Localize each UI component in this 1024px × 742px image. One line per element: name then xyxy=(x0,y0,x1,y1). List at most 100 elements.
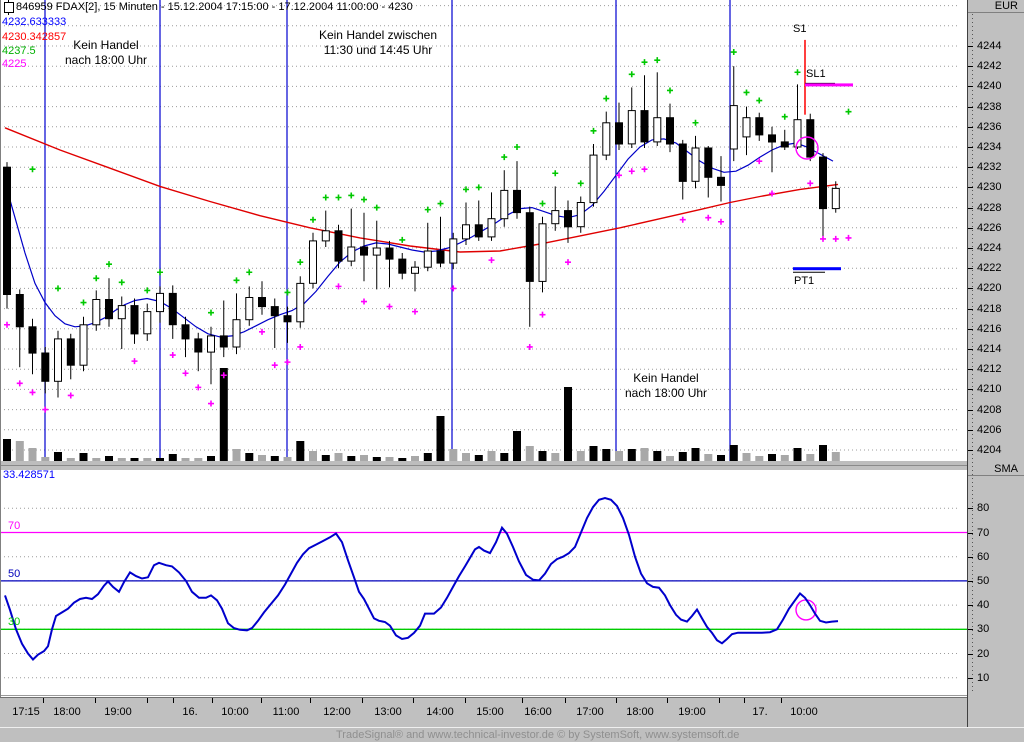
indicator-value-label-1: 4230.342857 xyxy=(2,31,67,43)
candle xyxy=(156,286,164,323)
signal-marker xyxy=(233,277,240,284)
volume-bar xyxy=(487,451,496,461)
no-trade-annotation-0: Kein Handel nach 18:00 Uhr xyxy=(65,38,147,68)
signal-marker xyxy=(718,218,724,225)
signal-marker xyxy=(335,283,342,290)
signal-marker xyxy=(373,204,380,211)
signal-marker xyxy=(118,279,125,286)
volume-bar xyxy=(462,453,470,461)
candle xyxy=(411,261,419,292)
osc-tick-mark xyxy=(968,533,973,534)
price-tick-mark xyxy=(968,208,973,209)
candle xyxy=(564,200,572,243)
time-axis-label: 16. xyxy=(182,706,198,718)
volume-bar xyxy=(130,458,139,461)
osc-tick-label: 30 xyxy=(977,623,990,635)
candle xyxy=(793,84,802,149)
candle xyxy=(423,222,432,272)
signal-marker xyxy=(16,380,23,387)
price-tick-label: 4216 xyxy=(977,323,1002,335)
volume-bar xyxy=(423,453,432,461)
candle xyxy=(576,196,585,233)
volume-bar xyxy=(181,458,190,461)
chart-pin-icon xyxy=(4,0,14,15)
price-tick-mark xyxy=(968,127,973,128)
volume-bar xyxy=(143,458,152,461)
price-tick-mark xyxy=(968,288,973,289)
price-tick-label: 4228 xyxy=(977,202,1002,214)
price-tick-label: 4208 xyxy=(977,404,1002,416)
price-tick-label: 4232 xyxy=(977,161,1002,173)
price-tick-mark xyxy=(968,46,973,47)
signal-marker xyxy=(552,170,559,177)
volume-bar xyxy=(411,456,419,461)
volume-bar xyxy=(385,457,394,461)
signal-marker xyxy=(756,97,763,104)
oscillator-axis-label: SMA xyxy=(968,463,1024,476)
volume-bar xyxy=(207,456,215,461)
price-tick-label: 4234 xyxy=(977,141,1002,153)
signal-marker xyxy=(845,108,852,115)
signal-marker xyxy=(794,69,801,76)
signal-marker xyxy=(361,196,367,203)
time-axis-label: 14:00 xyxy=(426,706,454,718)
time-axis-label: 16:00 xyxy=(524,706,552,718)
volume-bar xyxy=(525,446,534,461)
candle xyxy=(283,306,292,343)
price-tick-mark xyxy=(968,66,973,67)
volume-bar xyxy=(704,454,713,461)
signal-marker xyxy=(182,370,189,377)
price-tick-label: 4242 xyxy=(977,60,1002,72)
candle xyxy=(372,220,381,290)
candle xyxy=(385,240,394,288)
time-axis-label: 17. xyxy=(752,706,768,718)
volume-bar xyxy=(538,451,547,461)
indicator-value-label-2: 4237.5 xyxy=(2,45,36,57)
signal-marker xyxy=(488,257,495,264)
time-axis-label: 17:00 xyxy=(576,706,604,718)
volume-bar xyxy=(54,452,62,461)
chart-canvas[interactable] xyxy=(0,0,967,727)
price-tick-label: 4218 xyxy=(977,303,1002,315)
osc-tick-label: 20 xyxy=(977,648,990,660)
signal-marker xyxy=(692,119,699,126)
volume-bar xyxy=(66,458,75,461)
time-axis-label: 10:00 xyxy=(221,706,249,718)
osc-threshold-label-30: 30 xyxy=(8,616,21,628)
level-label-s1: S1 xyxy=(793,23,807,35)
signal-marker xyxy=(577,180,584,187)
price-tick-label: 4230 xyxy=(977,181,1002,193)
candle xyxy=(54,330,62,398)
time-tick-mark xyxy=(719,698,720,703)
signal-marker xyxy=(169,352,176,359)
time-axis[interactable]: 17:15 18:00 19:00 16. 10:00 11:00 12:00 13:00 14… xyxy=(0,697,967,727)
osc-tick-mark xyxy=(968,629,973,630)
osc-tick-mark xyxy=(968,654,973,655)
volume-bar xyxy=(793,448,802,461)
time-tick-mark xyxy=(616,698,617,703)
price-tick-label: 4210 xyxy=(977,383,1002,395)
right-axis-column[interactable]: EUR SMA 4244 4242 4240 4238 4236 4234 4232 4230… xyxy=(967,0,1024,742)
time-tick-mark xyxy=(95,698,96,703)
signal-marker xyxy=(590,127,597,134)
candle xyxy=(245,286,254,326)
volume-bar xyxy=(309,451,317,461)
osc-tick-label: 50 xyxy=(977,575,990,587)
signal-marker xyxy=(297,259,304,266)
volume-bar xyxy=(449,449,458,461)
signal-marker xyxy=(501,154,508,161)
signal-marker xyxy=(450,285,457,292)
time-tick-mark xyxy=(362,698,363,703)
candle xyxy=(360,212,368,282)
time-axis-label: 18:00 xyxy=(626,706,654,718)
time-axis-label: 10:00 xyxy=(790,706,818,718)
signal-marker xyxy=(322,194,329,201)
candle xyxy=(589,144,598,207)
volume-bar xyxy=(589,446,598,461)
signal-marker xyxy=(424,206,431,213)
volume-bar xyxy=(258,455,266,461)
candle xyxy=(602,111,611,161)
time-axis-label: 13:00 xyxy=(374,706,402,718)
volume-bar xyxy=(283,457,292,461)
indicator-value-label-0: 4232.633333 xyxy=(2,16,67,28)
